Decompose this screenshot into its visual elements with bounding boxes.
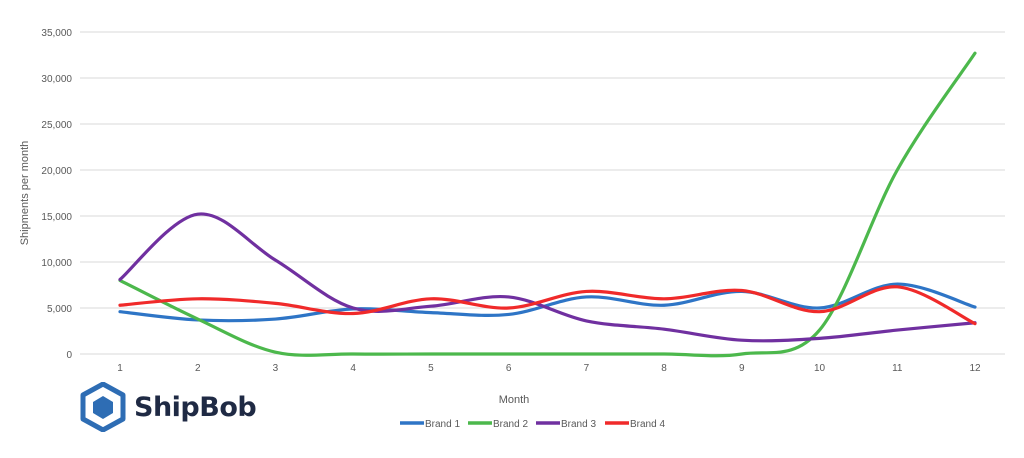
x-tick-label: 1	[117, 363, 123, 374]
series-lines	[118, 51, 977, 358]
x-axis-label: Month	[499, 394, 530, 406]
gridlines	[80, 31, 1005, 355]
y-tick-label: 10,000	[41, 258, 72, 269]
x-tick-label: 4	[350, 363, 356, 374]
x-tick-label: 6	[506, 363, 512, 374]
x-tick-label: 12	[969, 363, 981, 374]
shipbob-cube-icon	[80, 382, 126, 432]
legend: Brand 1 Brand 2 Brand 3 Brand 4	[400, 419, 665, 430]
y-tick-label: 20,000	[41, 166, 72, 177]
x-axis-ticks: 1 2 3 4 5 6 7 8 9 10 11 12	[117, 363, 981, 374]
x-tick-label: 3	[273, 363, 279, 374]
x-tick-label: 10	[814, 363, 826, 374]
x-tick-label: 7	[584, 363, 590, 374]
y-tick-label: 15,000	[41, 212, 72, 223]
x-tick-label: 11	[892, 363, 903, 374]
legend-label: Brand 2	[493, 419, 528, 430]
y-tick-label: 0	[66, 350, 72, 361]
y-tick-label: 35,000	[41, 28, 72, 39]
series-line-4	[118, 285, 977, 326]
x-tick-label: 5	[428, 363, 434, 374]
y-tick-label: 25,000	[41, 120, 72, 131]
y-axis-label: Shipments per month	[19, 141, 31, 246]
y-tick-label: 5,000	[47, 304, 72, 315]
series-line-2	[118, 51, 977, 358]
legend-label: Brand 1	[425, 419, 460, 430]
y-tick-label: 30,000	[41, 74, 72, 85]
legend-label: Brand 3	[561, 419, 596, 430]
x-tick-label: 2	[195, 363, 201, 374]
legend-label: Brand 4	[630, 419, 665, 430]
logo-text: ShipBob	[134, 391, 257, 423]
series-line-3	[118, 212, 977, 343]
x-tick-label: 8	[661, 363, 667, 374]
x-tick-label: 9	[739, 363, 745, 374]
y-axis-ticks: 0 5,000 10,000 15,000 20,000 25,000 30,000 35,0…	[41, 28, 72, 361]
shipbob-logo: ShipBob	[80, 382, 257, 432]
